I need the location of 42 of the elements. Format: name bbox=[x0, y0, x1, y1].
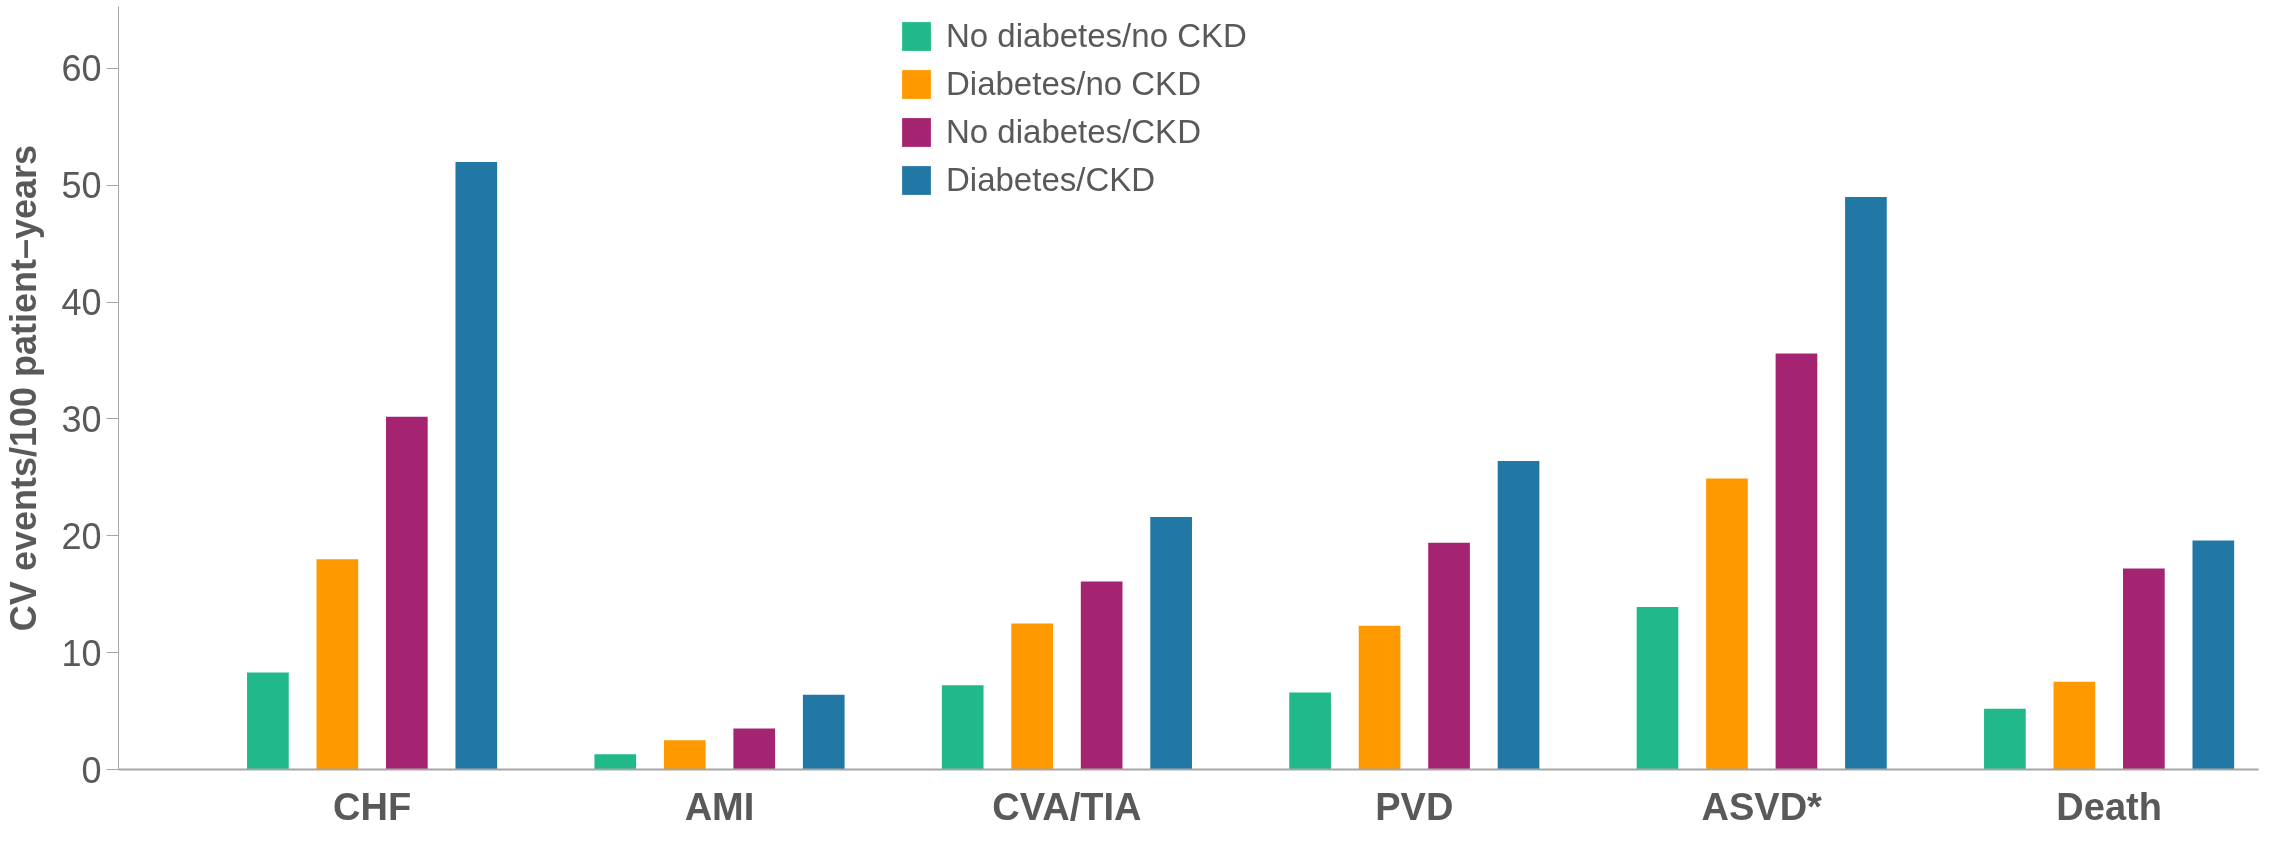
y-axis-title: CV events/100 patient–years bbox=[3, 144, 45, 632]
bar bbox=[663, 740, 706, 770]
legend-label: No diabetes/CKD bbox=[946, 113, 1201, 151]
x-tick-label: ASVD* bbox=[1701, 785, 1823, 828]
x-tick-label: Death bbox=[2056, 785, 2162, 828]
x-tick-label: CVA/TIA bbox=[992, 785, 1142, 828]
bar bbox=[941, 685, 984, 770]
bar bbox=[1011, 623, 1054, 770]
legend-label: Diabetes/CKD bbox=[946, 161, 1156, 199]
bar bbox=[1289, 692, 1331, 770]
y-tick-label: 60 bbox=[61, 48, 102, 90]
bar bbox=[247, 672, 289, 770]
bar bbox=[1358, 625, 1401, 770]
bar bbox=[802, 694, 845, 770]
y-tick-label: 40 bbox=[61, 282, 102, 324]
bar bbox=[316, 559, 359, 770]
bar bbox=[1636, 607, 1679, 770]
y-tick-label: 50 bbox=[61, 165, 102, 207]
bar bbox=[1150, 517, 1192, 770]
bar bbox=[1984, 708, 2026, 770]
bar bbox=[2053, 681, 2096, 770]
bar bbox=[1080, 581, 1123, 770]
legend-label: No diabetes/no CKD bbox=[946, 17, 1247, 55]
bar bbox=[2192, 540, 2235, 770]
x-tick-label: CHF bbox=[333, 785, 412, 828]
x-tick-label: PVD bbox=[1375, 785, 1454, 828]
bar bbox=[733, 728, 776, 770]
bar bbox=[2123, 568, 2165, 770]
y-tick-label: 20 bbox=[61, 515, 102, 557]
bar bbox=[1706, 478, 1748, 770]
bar bbox=[386, 416, 428, 770]
bar bbox=[455, 161, 498, 770]
x-tick-label: AMI bbox=[684, 785, 755, 828]
legend-label: Diabetes/no CKD bbox=[946, 65, 1201, 103]
bar bbox=[1845, 196, 1887, 770]
bar bbox=[1775, 353, 1818, 770]
y-tick-label: 10 bbox=[61, 632, 102, 674]
bar bbox=[1428, 542, 1470, 770]
y-tick-label: 30 bbox=[61, 398, 102, 440]
bar bbox=[1497, 461, 1540, 770]
bar bbox=[594, 754, 637, 770]
y-tick-label: 0 bbox=[81, 749, 102, 791]
